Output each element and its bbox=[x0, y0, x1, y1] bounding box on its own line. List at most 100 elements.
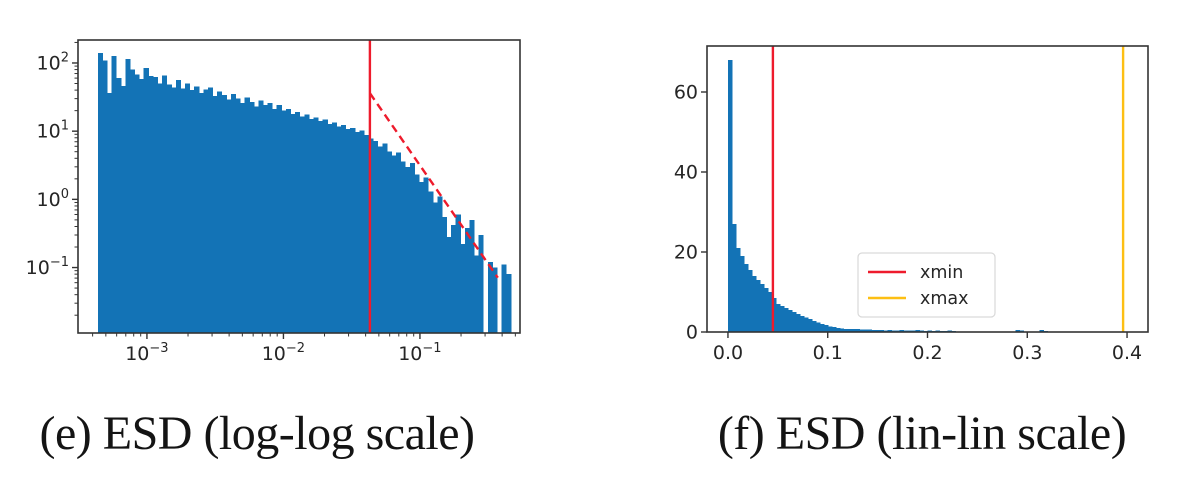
powerlaw-fit-line bbox=[368, 92, 499, 279]
axes-spines bbox=[77, 39, 521, 334]
histogram-bar bbox=[134, 74, 140, 334]
histogram-bar bbox=[843, 328, 849, 332]
histogram-bar bbox=[831, 327, 837, 332]
histogram-bar bbox=[396, 152, 402, 333]
histogram-bar bbox=[851, 329, 857, 332]
histogram-bar bbox=[391, 155, 397, 333]
histogram-bar bbox=[747, 270, 753, 332]
histogram-bar bbox=[446, 237, 452, 333]
histogram-bar bbox=[418, 181, 425, 333]
histogram-bar bbox=[235, 98, 241, 333]
y-tick-label: 40 bbox=[674, 162, 698, 184]
legend-xmax-label: xmax bbox=[920, 289, 968, 309]
histogram-bar bbox=[859, 329, 865, 332]
histogram-bar bbox=[166, 84, 172, 334]
histogram-bar bbox=[867, 329, 873, 332]
histogram-bar bbox=[240, 102, 246, 334]
histogram-bar bbox=[382, 143, 388, 333]
histogram-bar bbox=[771, 298, 777, 332]
x-tick-label: 0.2 bbox=[912, 342, 942, 364]
histogram-bar bbox=[460, 244, 466, 333]
histogram-bar bbox=[290, 113, 296, 333]
histogram-bar bbox=[143, 67, 149, 333]
histogram-bar bbox=[350, 127, 356, 333]
histogram-bar bbox=[727, 60, 733, 332]
y-tick-label: 10−1 bbox=[26, 255, 69, 279]
histogram-bar bbox=[221, 94, 227, 334]
histogram-bar bbox=[184, 83, 191, 333]
histogram-bar bbox=[386, 151, 392, 333]
histogram-bar bbox=[811, 320, 817, 332]
x-tick-label: 0.4 bbox=[1112, 342, 1142, 364]
y-tick-label: 102 bbox=[37, 51, 69, 75]
histogram-bar bbox=[455, 214, 461, 333]
histogram-bar bbox=[217, 91, 223, 333]
histogram-bar bbox=[819, 324, 825, 332]
histogram-bar bbox=[129, 69, 136, 333]
histogram-bar bbox=[106, 93, 113, 333]
histogram-bar bbox=[272, 109, 278, 333]
y-tick-label: 20 bbox=[674, 242, 698, 264]
histogram-bar bbox=[1039, 330, 1044, 332]
histogram-bar bbox=[226, 99, 232, 333]
histogram-bar bbox=[295, 112, 301, 333]
histogram-bar bbox=[414, 174, 420, 333]
histogram-bar bbox=[189, 90, 195, 333]
legend-xmin-label: xmin bbox=[920, 263, 963, 283]
histogram-bar bbox=[258, 100, 264, 334]
histogram-bar bbox=[803, 317, 809, 332]
histogram-bar bbox=[855, 329, 861, 332]
x-tick-label: 0.3 bbox=[1012, 342, 1042, 364]
histogram-bar bbox=[175, 80, 181, 334]
histogram-bar bbox=[478, 235, 484, 333]
caption-lin-lin: (f) ESD (lin-lin scale) bbox=[717, 407, 1127, 460]
histogram-bar bbox=[875, 330, 881, 332]
histogram-bar bbox=[340, 124, 347, 333]
histogram-bar bbox=[915, 330, 921, 332]
histogram-bar bbox=[783, 308, 789, 332]
histogram-bar bbox=[230, 94, 236, 333]
histogram-bar bbox=[835, 328, 841, 332]
histogram-bar bbox=[198, 93, 204, 333]
histogram-bar bbox=[487, 262, 493, 333]
histogram-bar bbox=[871, 330, 877, 332]
histogram-bar bbox=[767, 292, 773, 332]
legend: xmin xmax bbox=[857, 252, 996, 318]
histogram-bar bbox=[322, 119, 328, 333]
x-tick-label: 0.1 bbox=[813, 342, 843, 364]
histogram-bar bbox=[787, 310, 793, 332]
y-tick-label: 101 bbox=[37, 119, 69, 143]
histogram-bar bbox=[839, 328, 845, 332]
histogram-bar bbox=[441, 217, 448, 333]
histogram-bar bbox=[102, 60, 108, 333]
histogram-bar bbox=[203, 89, 209, 333]
caption-log-log: (e) ESD (log-log scale) bbox=[39, 407, 475, 460]
histogram-bar bbox=[437, 196, 443, 333]
histogram-bar bbox=[345, 128, 351, 333]
histogram-bar bbox=[281, 110, 287, 333]
histogram-bar bbox=[157, 83, 163, 333]
histogram-bar bbox=[492, 267, 498, 333]
histogram-bar bbox=[212, 95, 218, 333]
histogram-bar bbox=[469, 219, 475, 333]
histogram-bar bbox=[791, 312, 797, 332]
histogram-bar bbox=[148, 76, 154, 333]
histogram-bar bbox=[400, 161, 406, 333]
histogram-bar bbox=[354, 131, 360, 333]
histogram-bar bbox=[464, 228, 470, 333]
histogram-bar bbox=[331, 122, 337, 333]
histogram-bar bbox=[739, 256, 745, 332]
histogram-bar bbox=[97, 53, 103, 334]
histogram-bar bbox=[823, 325, 829, 332]
histogram-bar bbox=[116, 78, 122, 333]
histogram-bar bbox=[751, 276, 757, 332]
histogram-bar bbox=[763, 288, 769, 332]
histogram-bar bbox=[304, 114, 310, 333]
histogram-bar bbox=[795, 314, 801, 332]
histogram-bar bbox=[253, 106, 259, 333]
histogram-bar bbox=[363, 134, 370, 333]
histogram-bar bbox=[474, 255, 480, 333]
histogram-bar bbox=[799, 316, 805, 332]
histogram-bar bbox=[359, 130, 365, 333]
histogram-bar bbox=[377, 146, 383, 333]
